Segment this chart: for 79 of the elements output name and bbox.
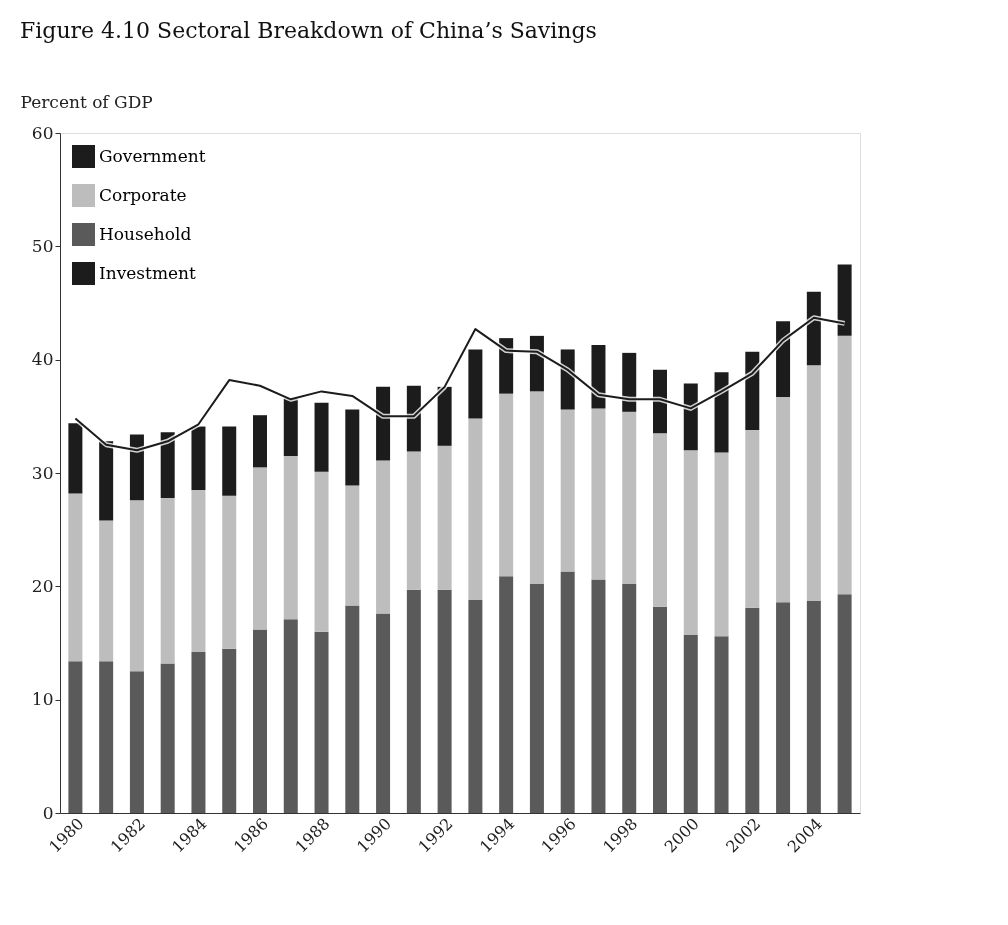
bar	[345, 485, 360, 606]
bar	[622, 411, 637, 585]
bar	[68, 493, 83, 662]
bar	[683, 450, 698, 636]
y-tick-label: 0	[42, 802, 54, 823]
legend-label: Household	[99, 223, 192, 244]
y-tick-label: 10	[31, 689, 54, 710]
bar	[345, 409, 360, 486]
bar	[653, 606, 667, 813]
bar	[406, 589, 421, 813]
bar	[591, 344, 606, 409]
bar	[560, 571, 575, 813]
bar	[68, 423, 83, 494]
bar	[283, 456, 298, 620]
bar	[160, 663, 175, 813]
legend-label: Corporate	[99, 184, 187, 205]
bar	[468, 599, 483, 813]
bar	[129, 500, 144, 672]
bar	[437, 386, 452, 446]
bar	[283, 619, 298, 813]
bar	[745, 607, 760, 813]
bar	[437, 445, 452, 590]
bar	[776, 321, 791, 398]
bar	[129, 671, 144, 813]
bar	[591, 408, 606, 580]
legend-label: Investment	[99, 262, 197, 283]
bar	[776, 397, 791, 603]
bar	[406, 451, 421, 590]
bar	[222, 426, 237, 496]
bar	[253, 629, 267, 813]
y-tick-label: 50	[31, 235, 54, 256]
bar	[622, 584, 637, 813]
bar	[191, 652, 206, 813]
bar	[499, 393, 514, 577]
bar	[837, 594, 852, 813]
bar	[437, 589, 452, 813]
bar	[160, 497, 175, 664]
bar	[468, 418, 483, 600]
bar	[591, 579, 606, 813]
bar	[622, 352, 637, 412]
bar	[99, 661, 114, 813]
bar	[68, 661, 83, 813]
bar	[314, 471, 329, 632]
bar	[776, 602, 791, 813]
bar	[560, 409, 575, 572]
bar	[653, 433, 667, 607]
bar	[376, 613, 391, 813]
bar	[529, 391, 544, 585]
bar	[253, 415, 267, 468]
y-tick-label: 30	[31, 462, 54, 483]
bar	[745, 351, 760, 430]
bar	[314, 631, 329, 813]
bar	[376, 460, 391, 614]
y-tick-label: 60	[31, 122, 54, 143]
bar	[653, 369, 667, 434]
bar	[191, 490, 206, 653]
bar	[714, 636, 729, 813]
bar	[468, 349, 483, 419]
bar	[529, 584, 544, 813]
bar	[222, 495, 237, 649]
bar	[806, 601, 821, 813]
legend-label: Government	[99, 145, 206, 166]
bar	[222, 648, 237, 813]
bar	[99, 520, 114, 662]
chart-title: Figure 4.10 Sectoral Breakdown of China’s Savings	[20, 18, 597, 43]
bar	[499, 576, 514, 813]
bar	[253, 467, 267, 630]
y-tick-label: 40	[31, 349, 54, 370]
bar	[837, 335, 852, 595]
bar	[499, 338, 514, 394]
bar	[806, 365, 821, 602]
bar	[345, 605, 360, 813]
bar	[314, 402, 329, 472]
bar	[560, 349, 575, 410]
bar	[714, 452, 729, 637]
y-tick-label: 20	[31, 575, 54, 596]
y-axis-title: Percent of GDP	[20, 91, 153, 112]
bar	[745, 429, 760, 608]
bar	[683, 635, 698, 813]
